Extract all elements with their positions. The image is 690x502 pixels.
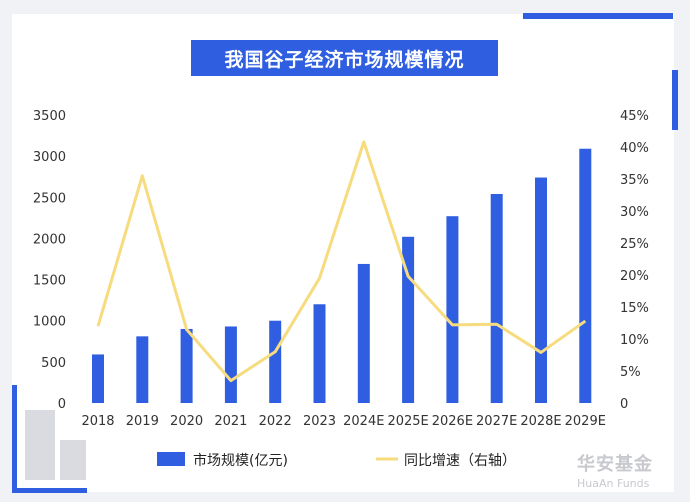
brand-logo: 华安基金 HuaAn Funds [577, 450, 653, 490]
decor-block [25, 410, 55, 480]
legend-label-line: 同比增速（右轴） [404, 453, 516, 469]
bar [535, 177, 547, 403]
x-tick-label: 2021 [214, 414, 247, 429]
x-tick-label: 2019 [126, 414, 159, 429]
legend-swatch-bar [157, 452, 185, 466]
y-right-tick-label: 25% [620, 237, 649, 252]
y-right-tick-label: 15% [620, 301, 649, 316]
brand-name-en: HuaAn Funds [577, 477, 650, 490]
corner-accent-top-right [523, 13, 673, 19]
bar [313, 304, 326, 403]
x-tick-label: 2027E [476, 414, 517, 429]
decor-block [60, 440, 86, 480]
x-tick-label: 2018 [81, 414, 114, 429]
bar [224, 326, 237, 403]
y-right-tick-label: 0 [620, 397, 628, 412]
y-left-tick-label: 2000 [33, 232, 66, 247]
y-right-tick-label: 10% [620, 333, 649, 348]
side-accent-bottom [12, 488, 87, 493]
y-left-tick-label: 0 [58, 397, 66, 412]
y-left-tick-label: 3000 [33, 150, 66, 165]
bar [446, 216, 459, 403]
bar [136, 336, 149, 403]
y-right-tick-label: 40% [620, 141, 649, 156]
bar [579, 148, 592, 403]
legend-label-bar: 市场规模(亿元) [193, 452, 288, 469]
x-tick-label: 2022 [259, 414, 292, 429]
bar [180, 328, 193, 403]
brand-name: 华安基金 [577, 454, 653, 475]
y-left-tick-label: 1000 [33, 315, 66, 330]
y-right-tick-label: 35% [620, 173, 649, 188]
bar [269, 320, 282, 403]
x-tick-label: 2025E [387, 414, 428, 429]
y-right-tick-label: 45% [620, 109, 649, 124]
x-tick-label: 2020 [170, 414, 203, 429]
corner-accent-bottom-left [12, 385, 17, 492]
x-tick-label: 2023 [303, 414, 336, 429]
chart-title: 我国谷子经济市场规模情况 [191, 40, 498, 76]
y-right-tick-label: 30% [620, 205, 649, 220]
y-left-tick-label: 500 [41, 356, 66, 371]
bar [92, 354, 104, 403]
bar [357, 263, 370, 403]
x-tick-label: 2024E [343, 414, 384, 429]
chart-card [12, 14, 674, 492]
bar [490, 193, 503, 403]
growth-line [96, 140, 587, 383]
y-left-tick-label: 2500 [33, 191, 66, 206]
y-right-tick-label: 20% [620, 269, 649, 284]
x-tick-label: 2028E [520, 414, 561, 429]
x-tick-label: 2029E [565, 414, 606, 429]
y-right-tick-label: 5% [620, 365, 641, 380]
y-left-tick-label: 1500 [33, 274, 66, 289]
x-tick-label: 2026E [432, 414, 473, 429]
side-accent-right [672, 70, 678, 130]
y-left-tick-label: 3500 [33, 109, 66, 124]
